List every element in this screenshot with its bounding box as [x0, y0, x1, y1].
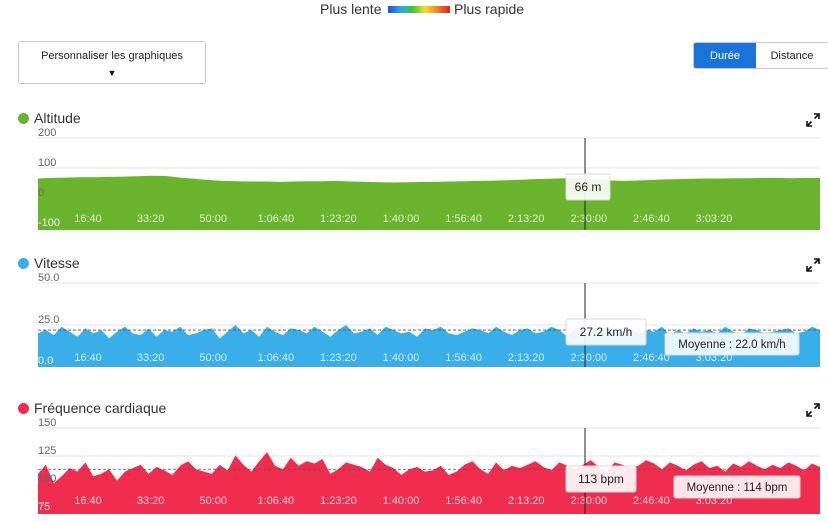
x-tick-label: 2:46:40	[633, 495, 670, 507]
x-tick-label: 50:00	[199, 213, 227, 225]
speed-y-tick-label: 50.0	[38, 272, 59, 284]
heart-average-label-box: Moyenne : 114 bpm	[673, 475, 801, 499]
x-tick-label: 2:30:00	[570, 213, 607, 225]
x-tick-label: 1:56:40	[445, 495, 482, 507]
altitude-tooltip: 66 m	[565, 173, 611, 201]
x-tick-label: 33:20	[137, 352, 165, 364]
altitude-chart-panel: Altitude 200 100 0 -100 16:40 33:20 50:00 1:06:4…	[0, 108, 828, 232]
speed-expand-icon[interactable]	[806, 258, 820, 272]
x-tick-label: 3:03:20	[696, 213, 733, 225]
speed-color-legend: Plus lente Plus rapide	[0, 0, 828, 20]
speed-y-tick-label: 25.0	[38, 314, 59, 326]
x-tick-label: 1:23:20	[320, 495, 357, 507]
speed-y-tick-label: 0.0	[38, 355, 53, 367]
x-tick-label: 2:13:20	[508, 213, 545, 225]
altitude-y-tick-label: 0	[38, 187, 44, 199]
dropdown-arrow-icon: ▼	[107, 68, 117, 78]
speed-chart-title: Vitesse	[18, 255, 80, 271]
speed-chart-panel: Vitesse 50.0 25.0 0.0 16:40 33:20 50:00 1:06:40…	[0, 253, 828, 369]
legend-fast-label: Plus rapide	[454, 1, 525, 17]
x-tick-label: 50:00	[199, 495, 227, 507]
x-tick-label: 1:56:40	[445, 352, 482, 364]
speed-series-dot	[18, 257, 29, 269]
speed-tooltip: 27.2 km/h	[565, 318, 647, 346]
speed-average-label-box: Moyenne : 22.0 km/h	[664, 332, 800, 356]
altitude-y-tick-label: 200	[38, 127, 56, 139]
duration-distance-toggle[interactable]: Durée Distance	[693, 42, 828, 69]
heart-average-label: Moyenne : 114 bpm	[687, 482, 788, 494]
x-tick-label: 2:46:40	[633, 352, 670, 364]
speed-title-text: Vitesse	[34, 255, 80, 271]
x-tick-label: 2:30:00	[570, 352, 607, 364]
x-tick-label: 1:23:20	[320, 352, 357, 364]
x-tick-label: 1:40:00	[383, 495, 420, 507]
heart-chart-title: Fréquence cardiaque	[18, 400, 166, 416]
altitude-expand-icon[interactable]	[806, 113, 820, 127]
altitude-chart-svg: 200 100 0 -100 16:40 33:20 50:00 1:06:40 1:23:20…	[38, 127, 820, 230]
x-tick-label: 1:40:00	[383, 352, 420, 364]
x-tick-label: 1:56:40	[445, 213, 482, 225]
altitude-area-series	[38, 175, 820, 230]
speed-tooltip-value: 27.2 km/h	[580, 325, 633, 339]
x-tick-label: 2:46:40	[633, 213, 670, 225]
x-tick-label: 16:40	[74, 352, 102, 364]
heart-y-tick-label: 100	[38, 473, 56, 485]
heart-tooltip-value: 113 bpm	[578, 472, 624, 486]
customize-charts-button[interactable]: Personnaliser les graphiques ▼	[18, 41, 206, 84]
x-tick-label: 2:30:00	[570, 495, 607, 507]
heart-tooltip: 113 bpm	[565, 465, 637, 493]
heart-expand-icon[interactable]	[806, 403, 820, 417]
customize-charts-label: Personnaliser les graphiques	[41, 50, 183, 62]
heart-y-tick-label: 75	[38, 501, 50, 513]
toggle-duration[interactable]: Durée	[694, 43, 756, 68]
x-tick-label: 1:06:40	[257, 352, 294, 364]
altitude-y-tick-label: 100	[38, 157, 56, 169]
heart-title-text: Fréquence cardiaque	[34, 400, 167, 416]
x-tick-label: 33:20	[137, 213, 165, 225]
altitude-series-dot	[18, 112, 29, 124]
heart-rate-chart-panel: Fréquence cardiaque 150 125 100 75 16:40 33:20…	[0, 398, 828, 516]
speed-average-label: Moyenne : 22.0 km/h	[678, 339, 785, 351]
altitude-title-text: Altitude	[34, 110, 81, 126]
altitude-chart-title: Altitude	[18, 110, 81, 126]
legend-slow-label: Plus lente	[320, 1, 382, 17]
x-tick-label: 1:40:00	[383, 213, 420, 225]
x-tick-label: 1:23:20	[320, 213, 357, 225]
x-tick-label: 2:13:20	[508, 495, 545, 507]
speed-chart-svg: 50.0 25.0 0.0 16:40 33:20 50:00 1:06:40 1:23:20…	[38, 272, 820, 367]
heart-chart-svg: 150 125 100 75 16:40 33:20 50:00 1:06:40 1:23:20…	[38, 417, 820, 514]
x-tick-label: 33:20	[137, 495, 165, 507]
x-tick-label: 16:40	[74, 213, 102, 225]
heart-y-tick-label: 125	[38, 445, 56, 457]
x-tick-label: 50:00	[199, 352, 227, 364]
x-tick-label: 16:40	[74, 495, 102, 507]
x-tick-label: 1:06:40	[257, 213, 294, 225]
altitude-tooltip-value: 66 m	[575, 180, 602, 194]
x-tick-label: 1:06:40	[257, 495, 294, 507]
toggle-distance[interactable]: Distance	[756, 43, 828, 68]
x-tick-label: 2:13:20	[508, 352, 545, 364]
altitude-y-tick-label: -100	[38, 217, 60, 229]
speed-gradient-bar	[388, 6, 450, 13]
heart-y-tick-label: 150	[38, 417, 56, 429]
heart-series-dot	[18, 402, 29, 414]
